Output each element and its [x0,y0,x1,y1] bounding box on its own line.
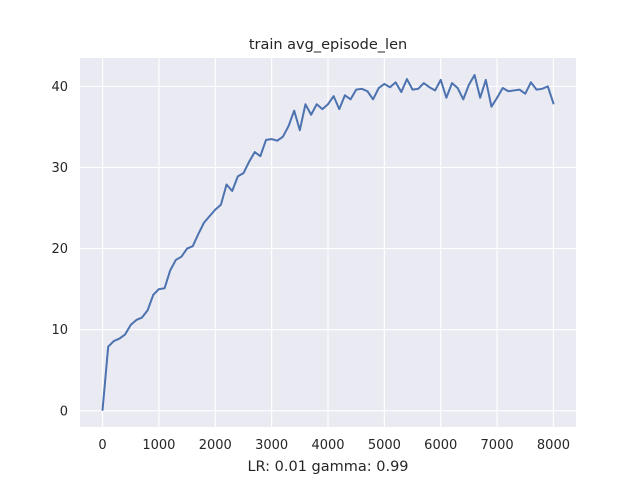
y-tick-label: 10 [51,323,68,338]
x-tick-label: 4000 [311,438,344,453]
x-tick-label: 0 [98,438,106,453]
y-tick-label: 40 [51,80,68,95]
tick-labels: 0 1000 2000 3000 4000 5000 6000 7000 8000 0 10 20 30… [51,80,570,453]
series-line [101,74,555,411]
x-tick-label: 3000 [255,438,288,453]
grid [80,58,576,427]
y-tick-label: 20 [51,242,68,257]
series-layer [101,74,555,411]
x-tick-label: 7000 [481,438,514,453]
x-tick-label: 6000 [424,438,457,453]
chart-title: train avg_episode_len [249,37,407,53]
y-tick-label: 0 [60,404,68,419]
x-tick-label: 8000 [537,438,570,453]
y-tick-label: 30 [51,161,68,176]
x-tick-label: 1000 [142,438,175,453]
x-tick-label: 5000 [368,438,401,453]
x-tick-label: 2000 [199,438,232,453]
x-axis-label: LR: 0.01 gamma: 0.99 [247,459,408,475]
